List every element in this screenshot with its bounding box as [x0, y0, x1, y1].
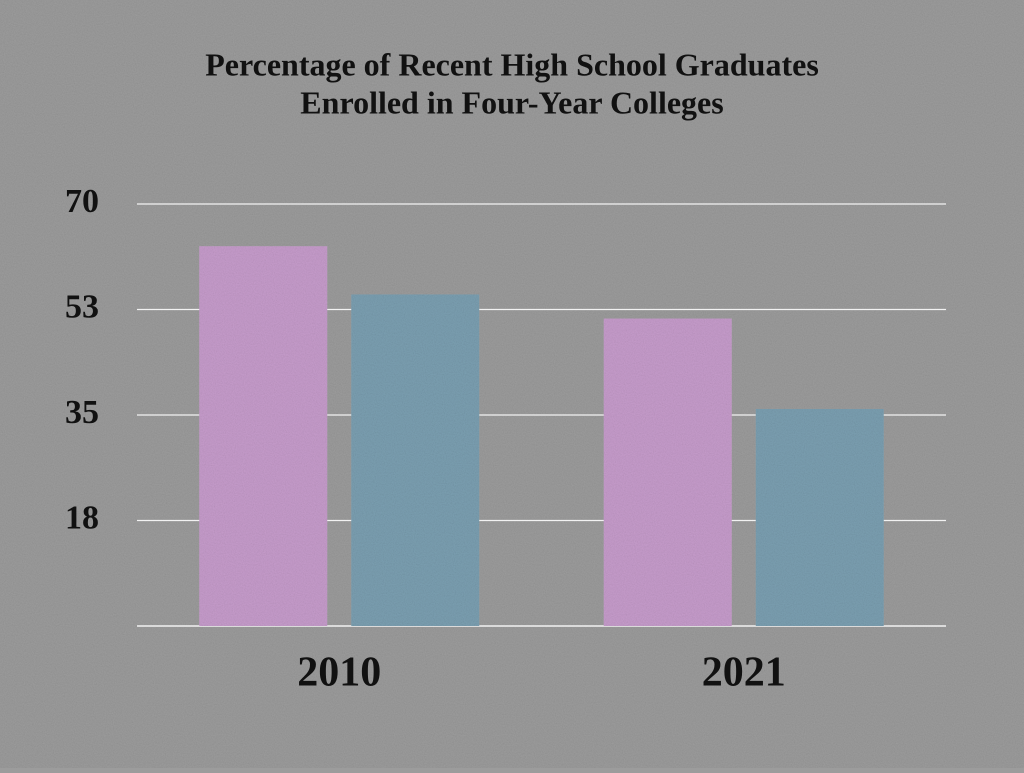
plot-area: 18 35 53 70 2010 2021: [65, 183, 946, 696]
y-tick-label: 70: [65, 183, 99, 220]
bar: [755, 408, 884, 626]
bar: [199, 246, 328, 626]
bar: [603, 318, 732, 626]
x-tick-label: 2010: [297, 650, 381, 696]
y-tick-label: 35: [65, 394, 99, 431]
y-tick-label: 18: [65, 499, 99, 536]
y-tick-label: 53: [65, 288, 99, 325]
chart-title: Percentage of Recent High School Graduat…: [205, 46, 819, 82]
bar: [351, 294, 480, 626]
chart-title: Enrolled in Four-Year Colleges: [300, 84, 723, 120]
x-tick-label: 2021: [702, 650, 786, 696]
